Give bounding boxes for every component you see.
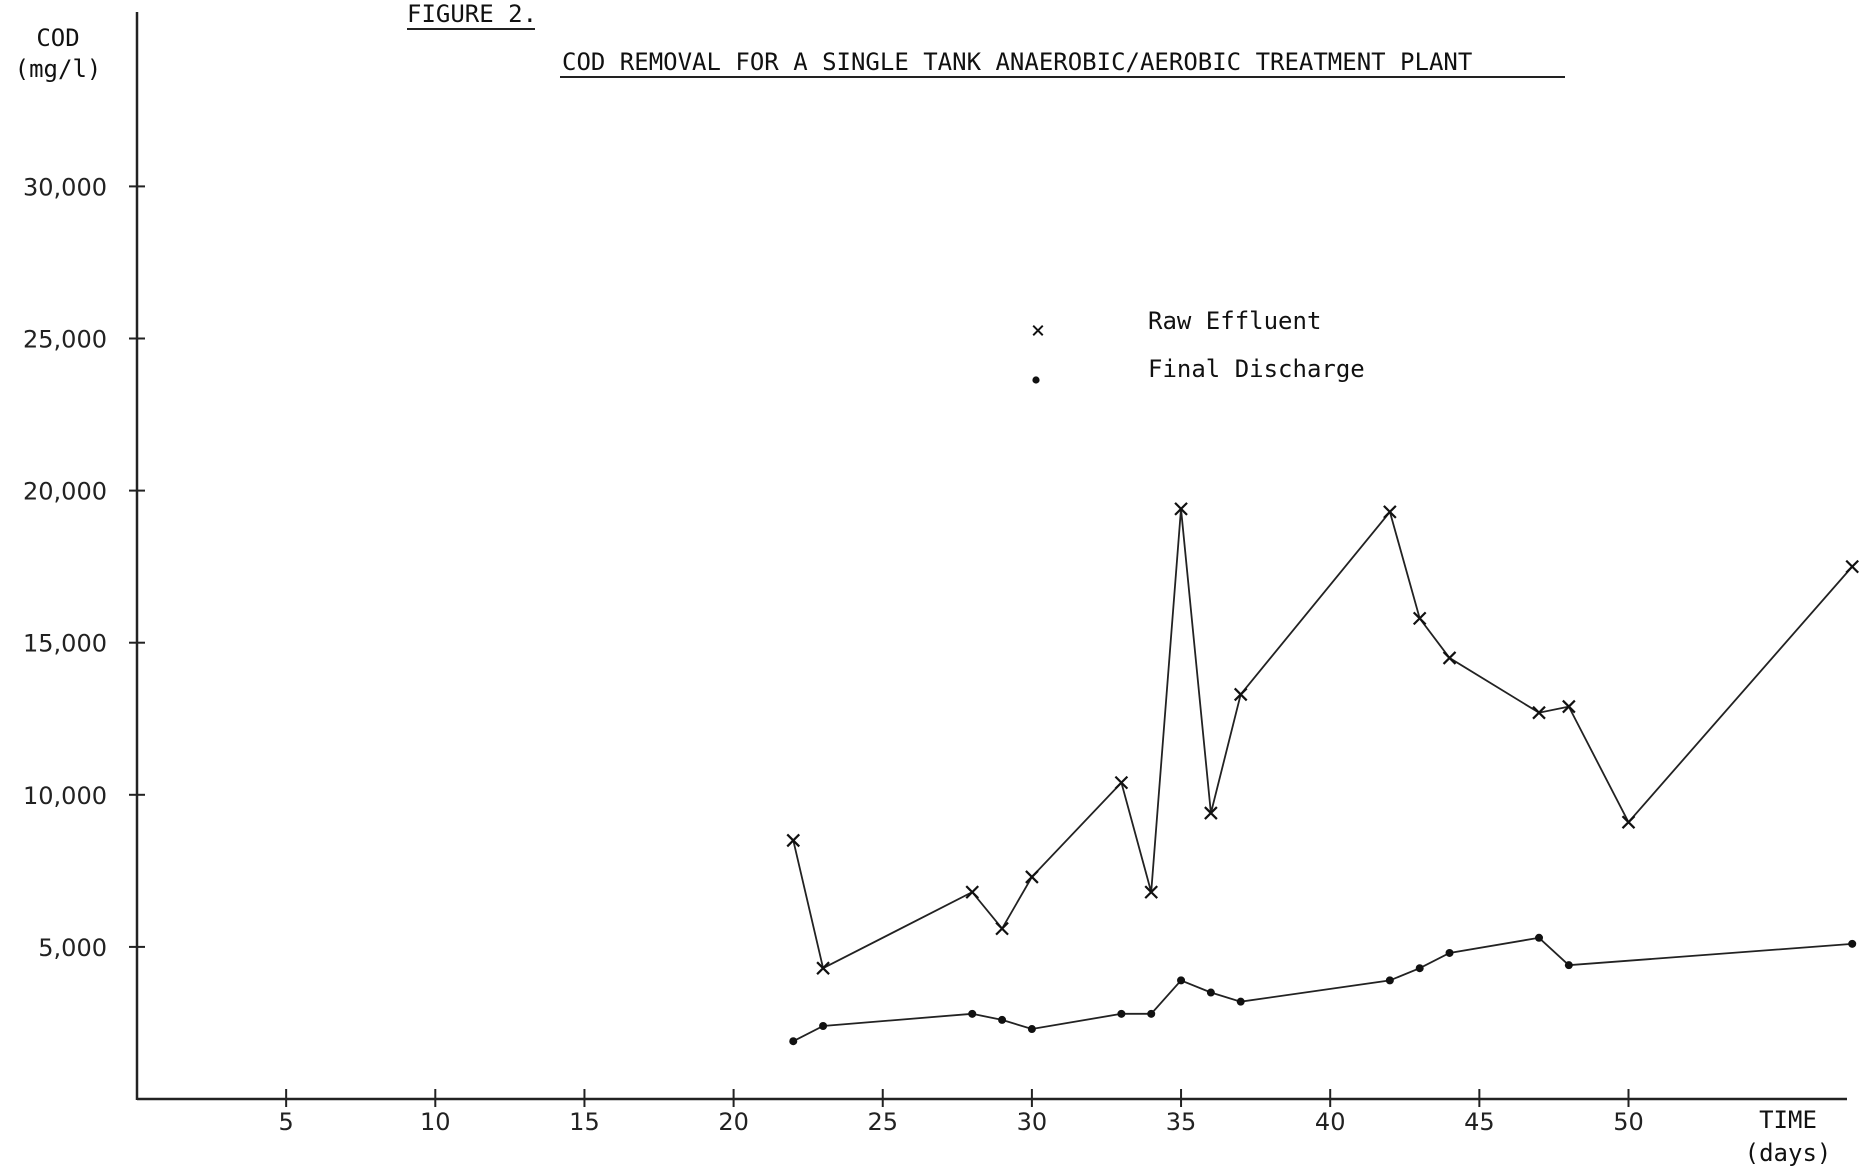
x-tick-label: 25 bbox=[867, 1108, 898, 1136]
raw-effluent-point bbox=[1204, 806, 1218, 820]
x-tick-label: 35 bbox=[1166, 1108, 1197, 1136]
x-tick-label: 30 bbox=[1017, 1108, 1048, 1136]
figure-label: FIGURE 2. bbox=[407, 0, 537, 28]
raw-effluent-point bbox=[816, 961, 830, 975]
legend-marker-dot-icon bbox=[1032, 376, 1040, 384]
raw-effluent-point bbox=[786, 833, 801, 848]
x-tick-label: 5 bbox=[279, 1108, 294, 1136]
raw-effluent-point bbox=[995, 921, 1009, 936]
x-tick-label: 45 bbox=[1464, 1108, 1495, 1136]
legend-raw-effluent: Raw Effluent bbox=[1148, 307, 1321, 335]
y-axis-label-line1: COD bbox=[36, 24, 79, 52]
x-tick-label: 50 bbox=[1613, 1108, 1644, 1136]
series-line-final-discharge bbox=[792, 936, 1853, 1043]
legend-marker-x-icon: × bbox=[1031, 316, 1045, 344]
raw-effluent-point bbox=[1621, 815, 1636, 829]
raw-effluent-point bbox=[1412, 611, 1427, 626]
final-discharge-point bbox=[819, 1021, 828, 1030]
y-axis-label-line2: (mg/l) bbox=[15, 55, 102, 83]
plot-area bbox=[786, 502, 1860, 1046]
final-discharge-point bbox=[1206, 988, 1215, 997]
y-tick-label: 25,000 bbox=[23, 326, 107, 354]
raw-effluent-point bbox=[1442, 651, 1457, 665]
raw-effluent-point bbox=[1144, 885, 1158, 899]
legend: × Raw Effluent Final Discharge bbox=[1031, 307, 1365, 384]
axis-ticks: 5 10 15 20 25 30 35 40 45 50 5,000 10,000 15,000 20,0… bbox=[23, 173, 1644, 1136]
raw-effluent-point bbox=[1562, 699, 1576, 714]
x-tick-label: 10 bbox=[420, 1108, 451, 1136]
raw-effluent-point bbox=[1845, 559, 1860, 574]
raw-effluent-point bbox=[1233, 687, 1248, 702]
legend-final-discharge: Final Discharge bbox=[1148, 355, 1365, 383]
raw-effluent-point bbox=[1532, 705, 1546, 720]
chart-title: COD REMOVAL FOR A SINGLE TANK ANAEROBIC/… bbox=[562, 48, 1472, 76]
raw-effluent-point bbox=[1025, 870, 1039, 884]
final-discharge-point bbox=[1117, 1009, 1126, 1018]
y-tick-label: 10,000 bbox=[23, 782, 107, 810]
x-tick-label: 20 bbox=[718, 1108, 749, 1136]
raw-effluent-point bbox=[1174, 502, 1188, 516]
y-tick-label: 30,000 bbox=[23, 173, 107, 201]
final-discharge-point bbox=[1236, 997, 1245, 1006]
raw-effluent-point bbox=[1114, 775, 1129, 790]
final-discharge-point bbox=[1445, 948, 1454, 957]
final-discharge-point bbox=[1848, 939, 1857, 948]
final-discharge-point bbox=[1385, 976, 1394, 985]
final-discharge-point bbox=[1027, 1025, 1036, 1034]
final-discharge-point bbox=[789, 1037, 798, 1046]
final-discharge-point bbox=[1177, 976, 1186, 985]
final-discharge-point bbox=[1147, 1009, 1156, 1018]
raw-effluent-point bbox=[965, 885, 980, 899]
final-discharge-point bbox=[1535, 933, 1544, 942]
y-tick-label: 20,000 bbox=[23, 478, 107, 506]
x-axis-label-line1: TIME bbox=[1759, 1106, 1817, 1134]
final-discharge-point bbox=[1415, 964, 1424, 973]
y-tick-label: 5,000 bbox=[38, 934, 107, 962]
final-discharge-point bbox=[1564, 961, 1573, 970]
x-axis-label-line2: (days) bbox=[1745, 1139, 1832, 1167]
x-tick-label: 40 bbox=[1315, 1108, 1346, 1136]
raw-effluent-point bbox=[1383, 505, 1397, 519]
x-tick-label: 15 bbox=[569, 1108, 600, 1136]
y-tick-label: 15,000 bbox=[23, 630, 107, 658]
final-discharge-point bbox=[998, 1015, 1007, 1024]
series-line-raw-effluent bbox=[792, 508, 1853, 970]
final-discharge-point bbox=[968, 1009, 977, 1018]
